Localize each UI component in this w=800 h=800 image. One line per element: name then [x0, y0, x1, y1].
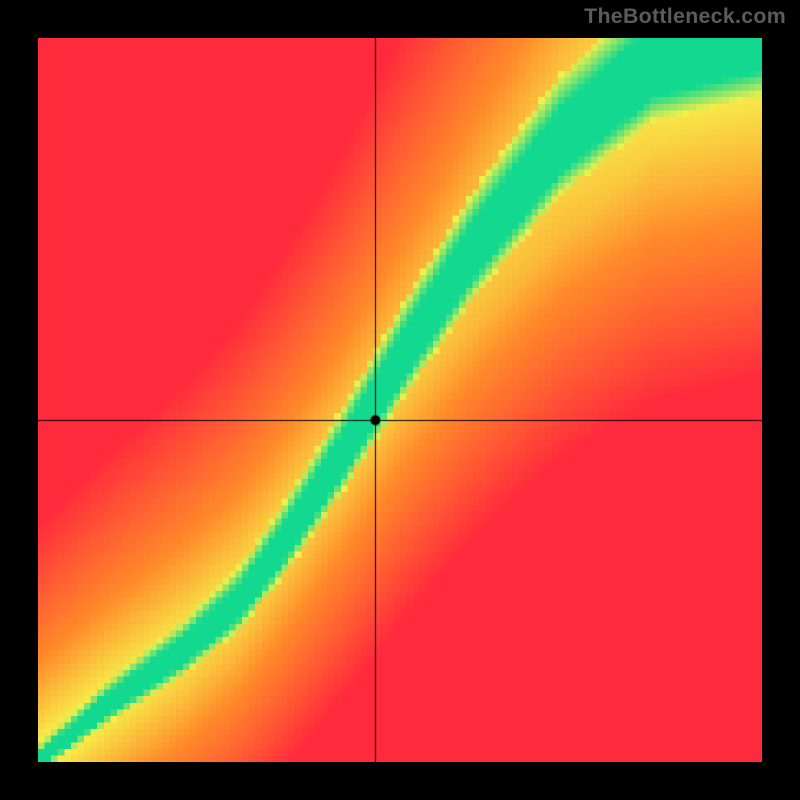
attribution-text: TheBottleneck.com: [584, 4, 786, 29]
bottleneck-heatmap: [38, 38, 762, 762]
root: TheBottleneck.com: [0, 0, 800, 800]
